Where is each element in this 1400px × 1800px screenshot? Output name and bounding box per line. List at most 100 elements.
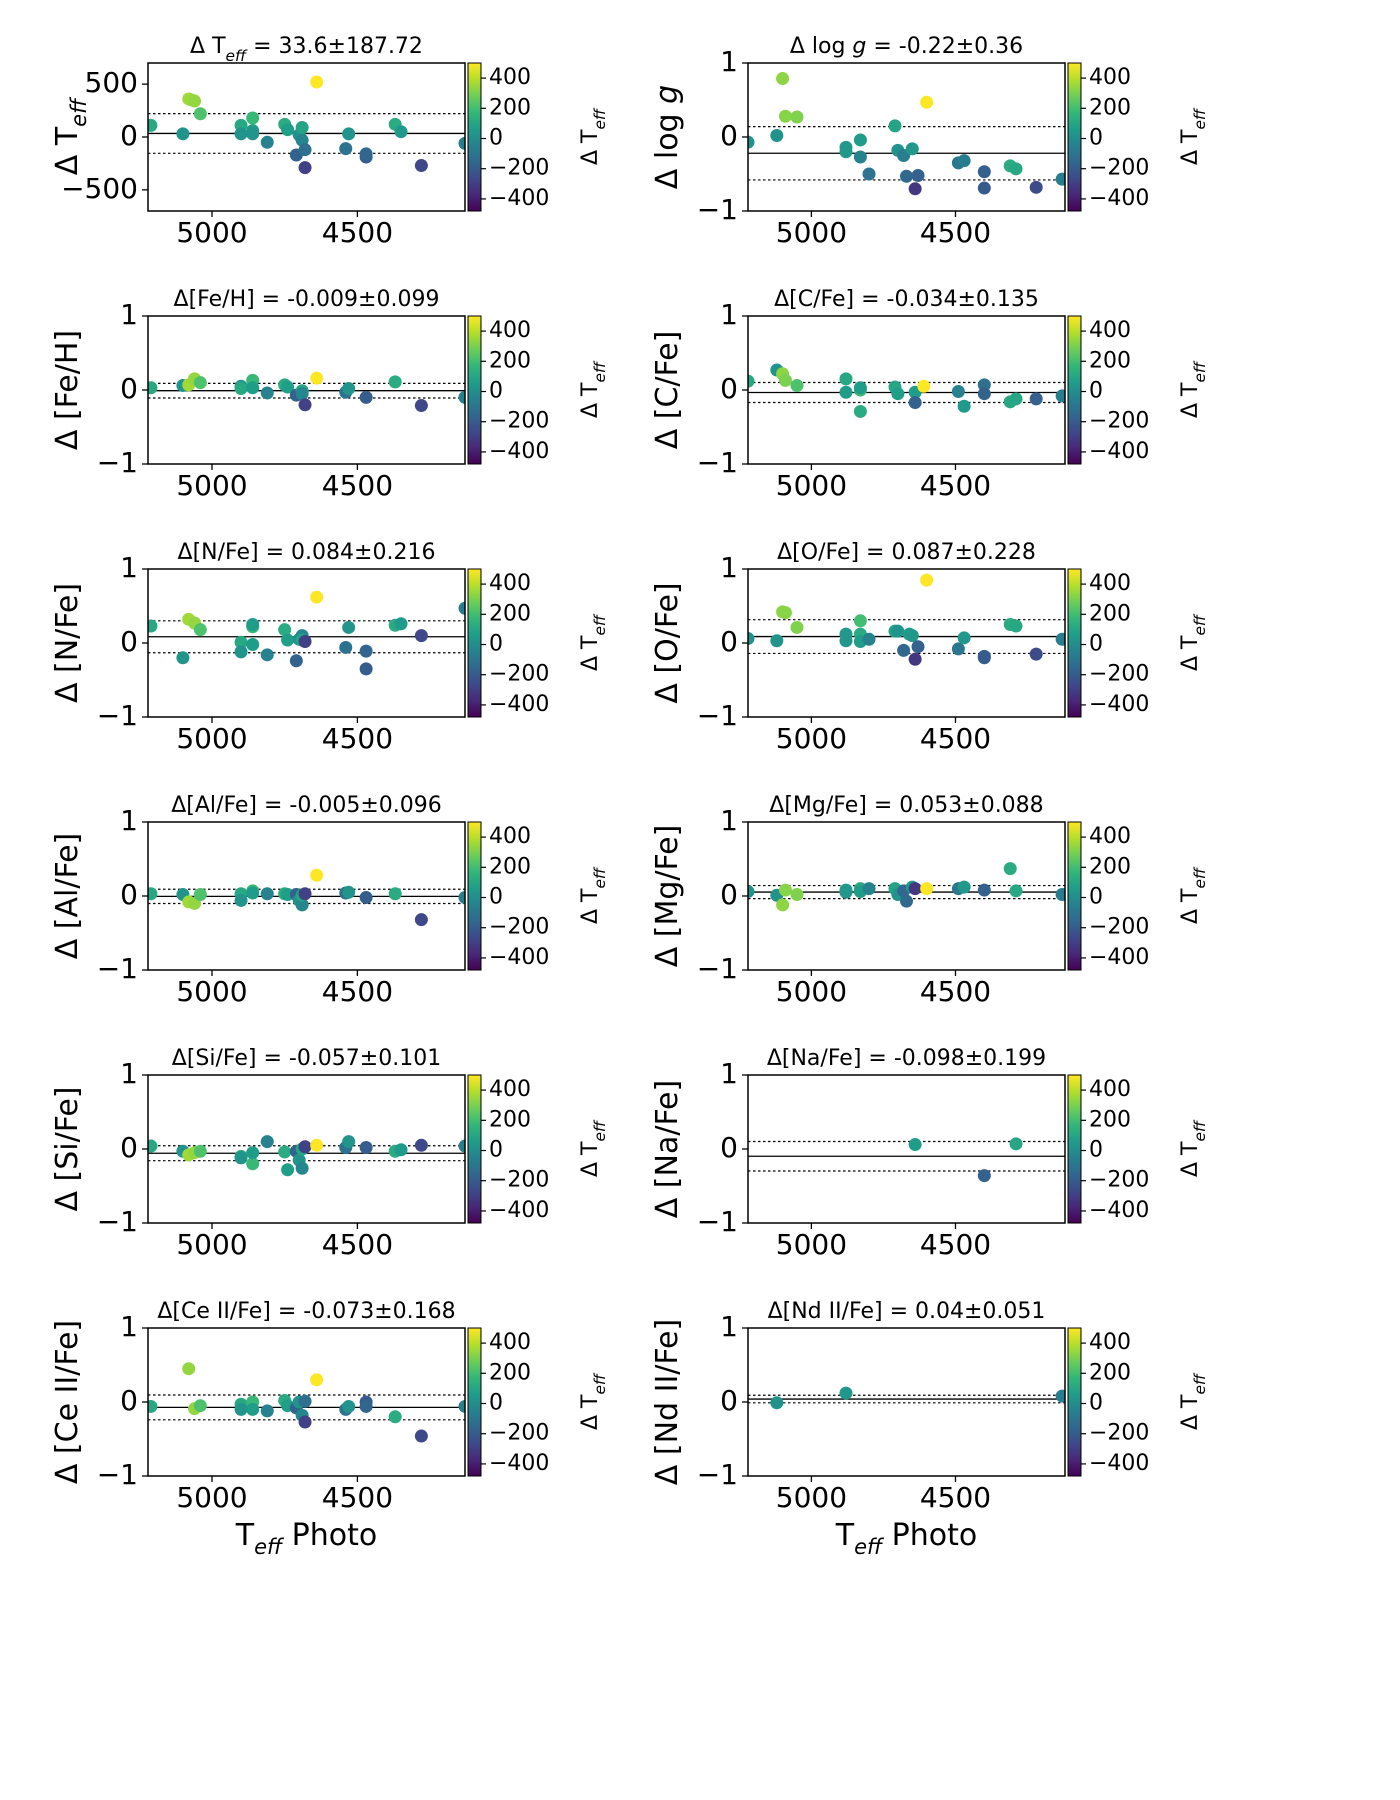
- data-point: [148, 118, 158, 132]
- colorbar-tick-label: −400: [489, 186, 549, 211]
- data-point: [148, 619, 158, 633]
- y-tick-label: −500: [61, 172, 138, 205]
- data-point: [342, 620, 356, 634]
- colorbar-tick-label: 400: [489, 571, 531, 596]
- data-point: [176, 127, 190, 141]
- colorbar: 400 200 0 −200 −400 Δ Teff: [467, 1074, 609, 1224]
- data-point: [908, 182, 922, 196]
- y-axis-label: Δ [C/Fe]: [650, 331, 685, 450]
- data-point: [414, 1138, 428, 1152]
- data-point: [342, 885, 356, 899]
- x-tick-label: 5000: [176, 1228, 247, 1261]
- y-tick-label: 1: [720, 1310, 738, 1343]
- data-point: [839, 385, 853, 399]
- data-point: [862, 882, 876, 896]
- data-point: [1009, 392, 1023, 406]
- plot-area: [148, 1135, 465, 1177]
- data-point: [977, 387, 991, 401]
- data-point: [951, 384, 965, 398]
- data-point: [778, 109, 792, 123]
- data-point: [246, 637, 260, 651]
- colorbar-tick-label: 400: [1089, 1330, 1131, 1355]
- axes-frame: [747, 568, 1066, 718]
- data-point: [888, 119, 902, 133]
- y-tick-label: 0: [120, 878, 138, 911]
- data-point: [839, 372, 853, 386]
- data-point: [458, 890, 465, 904]
- y-tick-label: 1: [720, 45, 738, 78]
- colorbar-tick-label: 0: [1089, 1138, 1103, 1163]
- y-tick-label: −1: [697, 193, 738, 226]
- data-point: [1009, 162, 1023, 176]
- data-point: [260, 135, 274, 149]
- colorbar-tick-label: 200: [1089, 348, 1131, 373]
- data-point: [1055, 632, 1065, 646]
- data-point: [246, 1146, 260, 1160]
- data-point: [905, 629, 919, 643]
- data-point: [342, 382, 356, 396]
- data-point: [234, 645, 248, 659]
- data-point: [148, 1399, 158, 1413]
- colorbar-tick-label: 0: [489, 379, 503, 404]
- data-point: [839, 885, 853, 899]
- data-point: [278, 623, 292, 637]
- data-point: [1029, 180, 1043, 194]
- colorbar-tick-label: 400: [489, 318, 531, 343]
- colorbar-tick-label: 400: [1089, 824, 1131, 849]
- colorbar-tick-label: 200: [489, 854, 531, 879]
- plot-area: [148, 1362, 465, 1443]
- data-point: [977, 649, 991, 663]
- data-point: [260, 1135, 274, 1149]
- colorbar-tick-label: 0: [1089, 632, 1103, 657]
- colorbar: 400 200 0 −200 −400 Δ Teff: [467, 62, 609, 212]
- data-point: [246, 618, 260, 631]
- colorbar-tick-label: 400: [489, 1330, 531, 1355]
- data-point: [977, 1169, 991, 1183]
- subplot-title: Δ[Fe/H] = -0.009±0.099: [174, 287, 440, 312]
- colorbar-gradient: [1067, 1327, 1082, 1477]
- colorbar-label: Δ Teff: [1178, 613, 1209, 671]
- data-point: [920, 95, 934, 109]
- data-point: [234, 382, 248, 396]
- data-point: [1009, 1137, 1023, 1151]
- x-tick-label: 4500: [920, 216, 991, 249]
- y-axis-label: Δ [Al/Fe]: [50, 833, 85, 960]
- x-tick-label: 4500: [920, 1228, 991, 1261]
- colorbar-tick-label: 400: [489, 65, 531, 90]
- colorbar-tick-label: −200: [1089, 1168, 1149, 1193]
- data-point: [310, 868, 324, 882]
- data-point: [246, 381, 260, 395]
- data-point: [234, 127, 248, 141]
- data-point: [246, 111, 260, 125]
- y-tick-label: 0: [720, 119, 738, 152]
- colorbar-tick-label: 200: [1089, 95, 1131, 120]
- colorbar-label: Δ Teff: [1178, 107, 1209, 165]
- y-tick-label: −1: [697, 446, 738, 479]
- subplot-5: 5000 4500 1 0 −1 Δ[N/Fe] = 0.084±0.216 Δ [N/Fe…: [50, 540, 609, 755]
- y-tick-label: −1: [97, 446, 138, 479]
- data-point: [957, 631, 971, 645]
- x-tick-label: 4500: [322, 1228, 393, 1261]
- data-point: [853, 133, 867, 147]
- y-tick-label: 0: [120, 1384, 138, 1417]
- plot-area: [748, 1137, 1065, 1183]
- data-point: [862, 632, 876, 646]
- data-point: [298, 1394, 312, 1408]
- data-point: [193, 1144, 207, 1158]
- data-point: [388, 375, 402, 389]
- colorbar-tick-label: 200: [489, 1360, 531, 1385]
- data-point: [414, 1429, 428, 1443]
- data-point: [900, 169, 913, 183]
- colorbar-tick-label: −200: [1089, 662, 1149, 687]
- x-tick-label: 5000: [776, 1481, 847, 1514]
- data-point: [458, 136, 465, 150]
- y-tick-label: 1: [120, 298, 138, 331]
- y-axis-label: Δ log g: [650, 85, 685, 189]
- data-point: [260, 648, 274, 662]
- y-axis-label: Δ [Si/Fe]: [50, 1086, 85, 1211]
- colorbar: 400 200 0 −200 −400 Δ Teff: [467, 315, 609, 465]
- data-point: [298, 635, 312, 649]
- colorbar-gradient: [1067, 1074, 1082, 1224]
